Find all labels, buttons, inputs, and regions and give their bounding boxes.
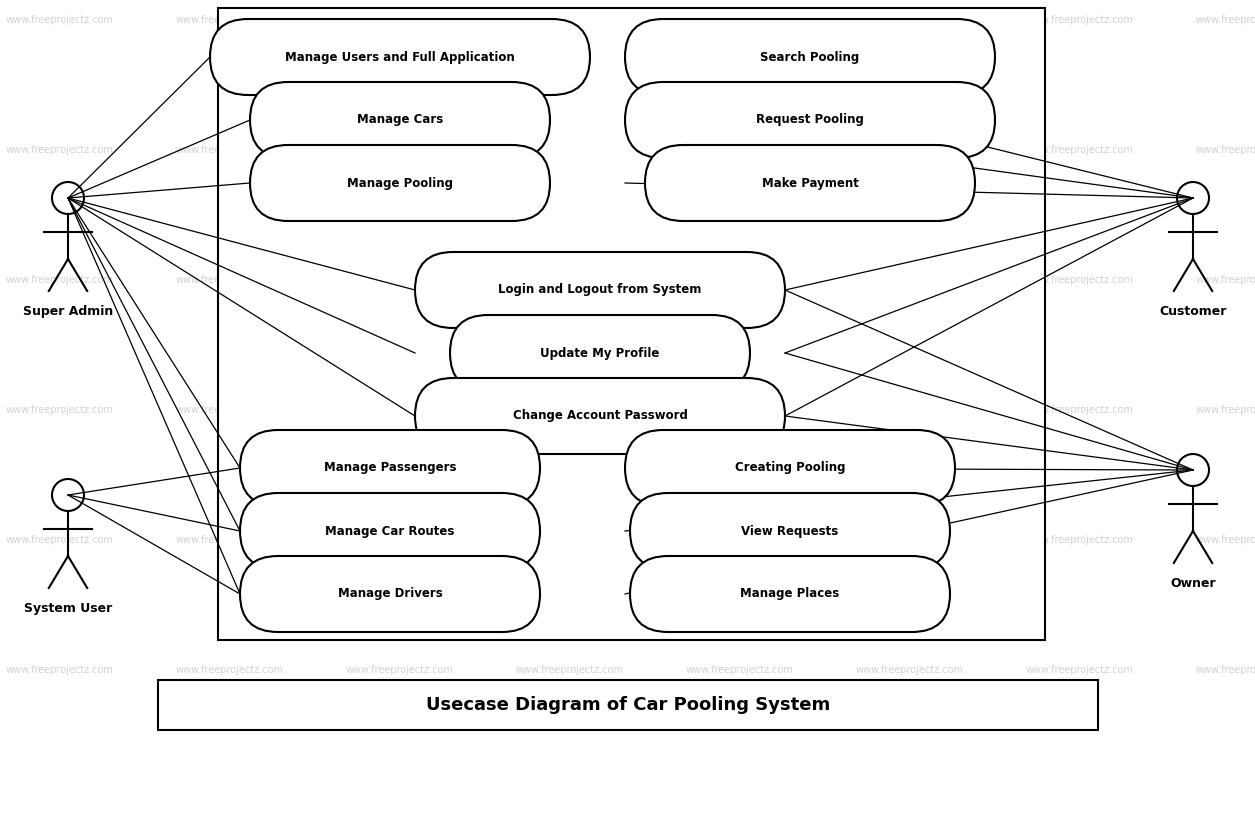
Text: www.freeprojectz.com: www.freeprojectz.com: [346, 145, 454, 155]
Text: www.freeprojectz.com: www.freeprojectz.com: [1027, 535, 1135, 545]
FancyBboxPatch shape: [625, 430, 955, 506]
Text: www.freeprojectz.com: www.freeprojectz.com: [346, 15, 454, 25]
FancyBboxPatch shape: [250, 82, 550, 158]
Text: www.freeprojectz.com: www.freeprojectz.com: [176, 145, 284, 155]
Bar: [158, 680, 1098, 730]
Text: www.freeprojectz.com: www.freeprojectz.com: [176, 275, 284, 285]
Text: www.freeprojectz.com: www.freeprojectz.com: [516, 15, 624, 25]
Text: www.freeprojectz.com: www.freeprojectz.com: [856, 15, 964, 25]
Text: www.freeprojectz.com: www.freeprojectz.com: [856, 145, 964, 155]
Text: Super Admin: Super Admin: [23, 305, 113, 318]
Text: www.freeprojectz.com: www.freeprojectz.com: [6, 535, 114, 545]
FancyBboxPatch shape: [451, 315, 750, 391]
Text: System User: System User: [24, 602, 112, 615]
FancyBboxPatch shape: [250, 145, 550, 221]
Text: Manage Users and Full Application: Manage Users and Full Application: [285, 51, 515, 64]
Text: www.freeprojectz.com: www.freeprojectz.com: [1196, 535, 1255, 545]
Text: Change Account Password: Change Account Password: [512, 410, 688, 423]
Text: Manage Passengers: Manage Passengers: [324, 461, 457, 474]
Text: www.freeprojectz.com: www.freeprojectz.com: [686, 275, 794, 285]
Text: www.freeprojectz.com: www.freeprojectz.com: [1196, 275, 1255, 285]
FancyBboxPatch shape: [645, 145, 975, 221]
Text: www.freeprojectz.com: www.freeprojectz.com: [346, 275, 454, 285]
Text: www.freeprojectz.com: www.freeprojectz.com: [1027, 275, 1135, 285]
Text: www.freeprojectz.com: www.freeprojectz.com: [1196, 145, 1255, 155]
Text: Owner: Owner: [1170, 577, 1216, 590]
FancyBboxPatch shape: [415, 252, 784, 328]
Text: www.freeprojectz.com: www.freeprojectz.com: [516, 665, 624, 675]
Text: www.freeprojectz.com: www.freeprojectz.com: [6, 405, 114, 415]
FancyBboxPatch shape: [625, 82, 995, 158]
FancyBboxPatch shape: [210, 19, 590, 95]
Text: Login and Logout from System: Login and Logout from System: [498, 283, 702, 296]
Text: www.freeprojectz.com: www.freeprojectz.com: [686, 145, 794, 155]
Text: www.freeprojectz.com: www.freeprojectz.com: [346, 535, 454, 545]
Text: www.freeprojectz.com: www.freeprojectz.com: [516, 275, 624, 285]
FancyBboxPatch shape: [240, 556, 540, 632]
Text: Update My Profile: Update My Profile: [541, 346, 660, 360]
Bar: [218, 8, 1045, 640]
FancyBboxPatch shape: [240, 493, 540, 569]
Text: Make Payment: Make Payment: [762, 177, 858, 189]
Text: www.freeprojectz.com: www.freeprojectz.com: [346, 405, 454, 415]
Text: Manage Drivers: Manage Drivers: [338, 587, 442, 600]
Text: www.freeprojectz.com: www.freeprojectz.com: [176, 405, 284, 415]
Text: www.freeprojectz.com: www.freeprojectz.com: [6, 145, 114, 155]
Text: Manage Car Routes: Manage Car Routes: [325, 524, 454, 537]
Text: www.freeprojectz.com: www.freeprojectz.com: [1196, 665, 1255, 675]
Text: Search Pooling: Search Pooling: [761, 51, 860, 64]
Text: www.freeprojectz.com: www.freeprojectz.com: [6, 665, 114, 675]
Text: www.freeprojectz.com: www.freeprojectz.com: [686, 15, 794, 25]
Text: www.freeprojectz.com: www.freeprojectz.com: [856, 275, 964, 285]
Text: www.freeprojectz.com: www.freeprojectz.com: [516, 535, 624, 545]
Text: Manage Places: Manage Places: [740, 587, 840, 600]
Text: Creating Pooling: Creating Pooling: [734, 461, 846, 474]
Text: www.freeprojectz.com: www.freeprojectz.com: [856, 535, 964, 545]
Text: www.freeprojectz.com: www.freeprojectz.com: [856, 665, 964, 675]
Text: www.freeprojectz.com: www.freeprojectz.com: [516, 145, 624, 155]
FancyBboxPatch shape: [630, 493, 950, 569]
Text: Usecase Diagram of Car Pooling System: Usecase Diagram of Car Pooling System: [425, 696, 830, 714]
Text: Request Pooling: Request Pooling: [756, 114, 863, 126]
Text: www.freeprojectz.com: www.freeprojectz.com: [346, 665, 454, 675]
Text: www.freeprojectz.com: www.freeprojectz.com: [686, 535, 794, 545]
Text: Manage Pooling: Manage Pooling: [346, 177, 453, 189]
Text: www.freeprojectz.com: www.freeprojectz.com: [6, 275, 114, 285]
FancyBboxPatch shape: [630, 556, 950, 632]
FancyBboxPatch shape: [415, 378, 784, 454]
Text: Customer: Customer: [1160, 305, 1226, 318]
Text: www.freeprojectz.com: www.freeprojectz.com: [176, 15, 284, 25]
FancyBboxPatch shape: [240, 430, 540, 506]
Text: www.freeprojectz.com: www.freeprojectz.com: [1027, 145, 1135, 155]
Text: www.freeprojectz.com: www.freeprojectz.com: [686, 405, 794, 415]
Text: www.freeprojectz.com: www.freeprojectz.com: [176, 535, 284, 545]
Text: www.freeprojectz.com: www.freeprojectz.com: [1027, 405, 1135, 415]
Text: www.freeprojectz.com: www.freeprojectz.com: [856, 405, 964, 415]
Text: www.freeprojectz.com: www.freeprojectz.com: [1027, 15, 1135, 25]
Text: www.freeprojectz.com: www.freeprojectz.com: [1027, 665, 1135, 675]
Text: www.freeprojectz.com: www.freeprojectz.com: [686, 665, 794, 675]
Text: www.freeprojectz.com: www.freeprojectz.com: [1196, 405, 1255, 415]
FancyBboxPatch shape: [625, 19, 995, 95]
Text: View Requests: View Requests: [742, 524, 838, 537]
Text: Manage Cars: Manage Cars: [356, 114, 443, 126]
Text: www.freeprojectz.com: www.freeprojectz.com: [6, 15, 114, 25]
Text: www.freeprojectz.com: www.freeprojectz.com: [176, 665, 284, 675]
Text: www.freeprojectz.com: www.freeprojectz.com: [516, 405, 624, 415]
Text: www.freeprojectz.com: www.freeprojectz.com: [1196, 15, 1255, 25]
